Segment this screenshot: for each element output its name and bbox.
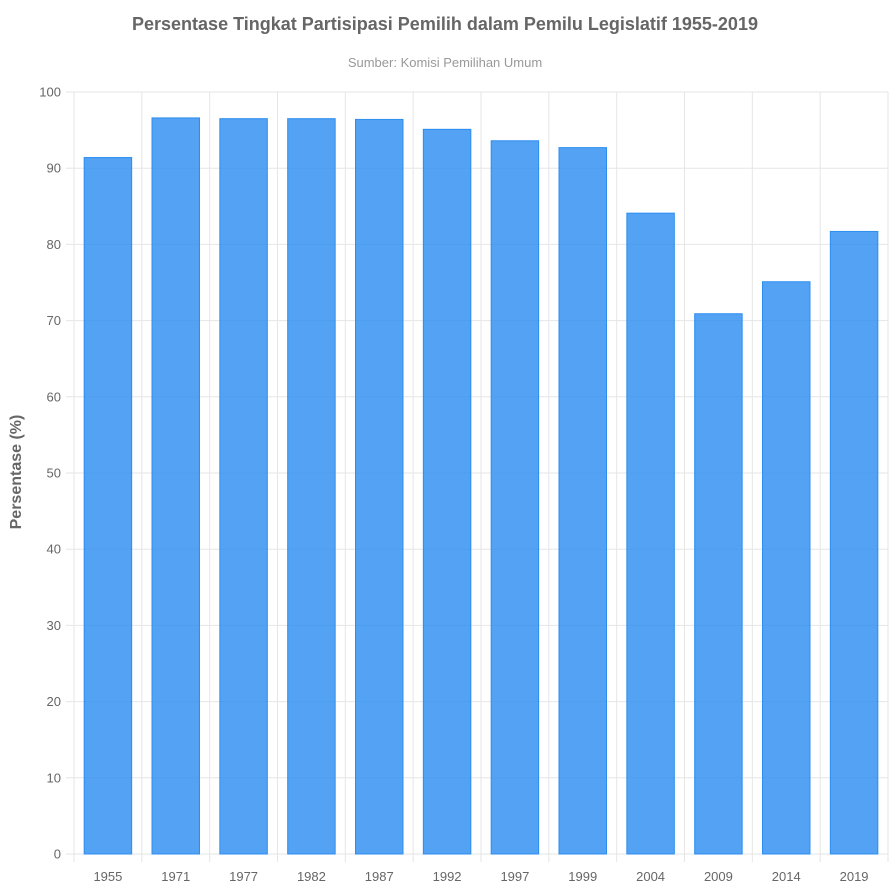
x-tick-label: 1982 bbox=[297, 869, 326, 884]
x-tick-label: 1955 bbox=[93, 869, 122, 884]
x-tick-label: 1971 bbox=[161, 869, 190, 884]
x-tick-label: 1999 bbox=[568, 869, 597, 884]
x-tick-label: 2009 bbox=[704, 869, 733, 884]
y-tick-label: 40 bbox=[47, 542, 61, 557]
y-tick-label: 60 bbox=[47, 389, 61, 404]
y-tick-label: 10 bbox=[47, 770, 61, 785]
y-tick-label: 0 bbox=[54, 847, 61, 862]
y-tick-label: 50 bbox=[47, 466, 61, 481]
y-tick-label: 100 bbox=[39, 85, 61, 100]
bar-1997 bbox=[491, 141, 538, 854]
x-tick-label: 2004 bbox=[636, 869, 665, 884]
y-axis-title: Persentase (%) bbox=[8, 415, 25, 530]
bar-1971 bbox=[152, 118, 199, 854]
y-tick-label: 30 bbox=[47, 618, 61, 633]
bar-1982 bbox=[288, 119, 335, 854]
y-tick-label: 20 bbox=[47, 694, 61, 709]
x-tick-label: 2014 bbox=[772, 869, 801, 884]
bar-1977 bbox=[220, 119, 267, 854]
x-tick-label: 1997 bbox=[500, 869, 529, 884]
bar-1992 bbox=[423, 129, 470, 854]
y-tick-label: 70 bbox=[47, 313, 61, 328]
bar-1999 bbox=[559, 148, 606, 854]
chart-subtitle: Sumber: Komisi Pemilihan Umum bbox=[348, 55, 542, 70]
bar-1955 bbox=[84, 158, 131, 854]
x-tick-label: 1987 bbox=[365, 869, 394, 884]
x-tick-labels: 1955 1971 1977 1982 1987 1992 1997 1999 2004 2009… bbox=[93, 869, 868, 884]
x-tick-label: 1992 bbox=[433, 869, 462, 884]
bar-2009 bbox=[695, 314, 742, 854]
y-tick-label: 90 bbox=[47, 161, 61, 176]
bar-2019 bbox=[830, 231, 877, 854]
bar-2004 bbox=[627, 213, 674, 854]
bar-2014 bbox=[763, 282, 810, 854]
x-tick-label: 2019 bbox=[840, 869, 869, 884]
y-tick-labels: 0 10 20 30 40 50 60 70 80 90 100 bbox=[39, 85, 61, 862]
chart-title: Persentase Tingkat Partisipasi Pemilih d… bbox=[132, 14, 758, 34]
x-tick-label: 1977 bbox=[229, 869, 258, 884]
y-tick-label: 80 bbox=[47, 237, 61, 252]
bar-1987 bbox=[356, 119, 403, 854]
